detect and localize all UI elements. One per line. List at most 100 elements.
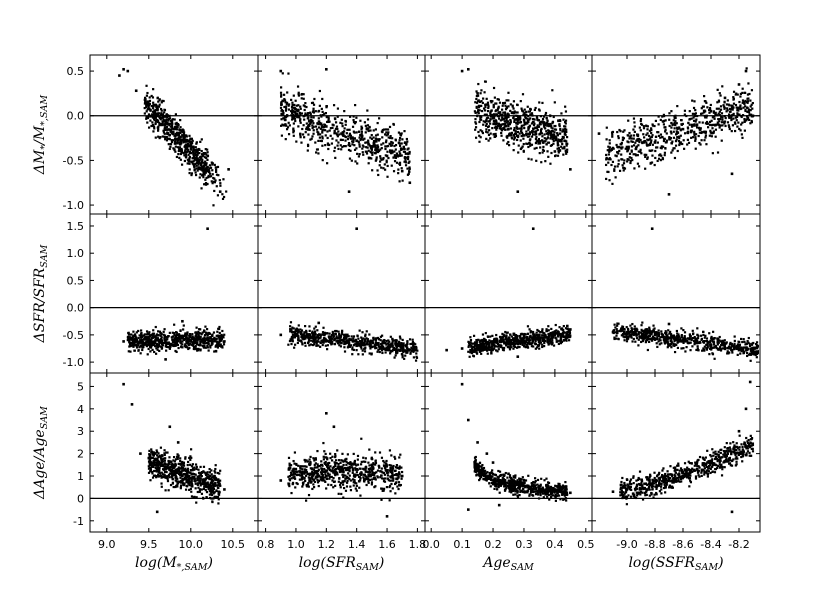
- scatter-point: [128, 345, 131, 348]
- scatter-point: [333, 117, 337, 120]
- scatter-point: [279, 333, 283, 337]
- scatter-point: [736, 109, 739, 112]
- scatter-point: [484, 342, 487, 345]
- scatter-point: [547, 133, 550, 136]
- scatter-point: [165, 118, 168, 121]
- scatter-point: [484, 106, 487, 109]
- scatter-point: [615, 328, 618, 331]
- scatter-point: [562, 136, 565, 139]
- scatter-point: [565, 335, 568, 338]
- scatter-point: [156, 120, 159, 123]
- scatter-point: [633, 125, 636, 128]
- scatter-point: [622, 169, 625, 172]
- scatter-point: [687, 121, 690, 125]
- scatter-point: [317, 117, 320, 120]
- scatter-point: [294, 343, 297, 346]
- scatter-point: [708, 106, 712, 110]
- scatter-point: [557, 149, 560, 153]
- scatter-point: [717, 107, 720, 110]
- scatter-point: [295, 140, 298, 143]
- scatter-point: [283, 98, 286, 101]
- scatter-point: [674, 114, 677, 117]
- scatter-point: [307, 123, 311, 126]
- scatter-point: [203, 334, 207, 337]
- scatter-point: [745, 118, 749, 121]
- scatter-point: [157, 344, 160, 347]
- scatter-point: [325, 67, 328, 71]
- scatter-point: [526, 332, 529, 336]
- panel-r0-c0: 0.50.0-0.5-1.0: [63, 54, 259, 215]
- scatter-point: [504, 122, 507, 125]
- scatter-point: [382, 347, 386, 351]
- scatter-point: [378, 347, 381, 351]
- scatter-point: [191, 162, 194, 165]
- scatter-point: [663, 154, 666, 157]
- scatter-point: [195, 148, 198, 151]
- scatter-point: [342, 134, 345, 137]
- scatter-point: [154, 352, 158, 355]
- scatter-point: [298, 119, 302, 122]
- scatter-point: [745, 119, 748, 122]
- scatter-point: [184, 333, 187, 336]
- scatter-point: [148, 102, 152, 105]
- scatter-point: [183, 131, 186, 134]
- scatter-point: [643, 136, 646, 139]
- scatter-point: [284, 109, 288, 112]
- scatter-point: [352, 118, 355, 122]
- scatter-point: [299, 107, 302, 110]
- scatter-point: [672, 147, 675, 150]
- scatter-point: [175, 127, 178, 130]
- scatter-point: [740, 337, 743, 341]
- scatter-point: [479, 129, 482, 132]
- scatter-point: [202, 340, 206, 344]
- scatter-point: [504, 341, 507, 345]
- scatter-point: [347, 144, 350, 147]
- scatter-point: [132, 330, 135, 333]
- scatter-point: [330, 142, 334, 145]
- scatter-point: [500, 131, 503, 135]
- scatter-point: [355, 131, 358, 134]
- scatter-point: [628, 152, 632, 155]
- scatter-point: [189, 137, 192, 140]
- scatter-point: [156, 337, 160, 340]
- scatter-point: [149, 340, 153, 343]
- scatter-point: [493, 117, 496, 120]
- scatter-point: [206, 336, 209, 339]
- scatter-point: [495, 338, 498, 341]
- scatter-point: [512, 341, 515, 344]
- scatter-point: [520, 146, 523, 149]
- scatter-point: [740, 115, 743, 119]
- scatter-point: [380, 130, 384, 133]
- scatter-point: [370, 134, 373, 137]
- scatter-point: [717, 100, 721, 103]
- scatter-point: [201, 173, 205, 177]
- scatter-point: [492, 114, 495, 117]
- scatter-point: [534, 339, 537, 343]
- scatter-point: [516, 119, 519, 122]
- scatter-point: [365, 146, 368, 149]
- scatter-point: [307, 340, 310, 343]
- scatter-point: [149, 119, 152, 122]
- scatter-point: [529, 342, 532, 345]
- scatter-point: [728, 116, 731, 119]
- scatter-point: [191, 139, 194, 142]
- scatter-point: [486, 131, 489, 134]
- scatter-point: [405, 350, 409, 353]
- scatter-point: [621, 136, 625, 139]
- scatter-point: [516, 130, 520, 134]
- scatter-point: [479, 118, 482, 121]
- scatter-point: [631, 158, 634, 162]
- scatter-point: [332, 104, 336, 107]
- scatter-point: [505, 119, 508, 122]
- scatter-point: [209, 175, 213, 178]
- scatter-point: [190, 145, 193, 149]
- scatter-point: [349, 137, 353, 140]
- scatter-point: [502, 338, 505, 342]
- scatter-point: [504, 128, 507, 131]
- scatter-point: [394, 143, 398, 147]
- scatter-point: [519, 333, 523, 336]
- scatter-point: [639, 148, 642, 151]
- scatter-point: [385, 131, 388, 134]
- scatter-point: [287, 121, 290, 124]
- scatter-point: [207, 349, 210, 352]
